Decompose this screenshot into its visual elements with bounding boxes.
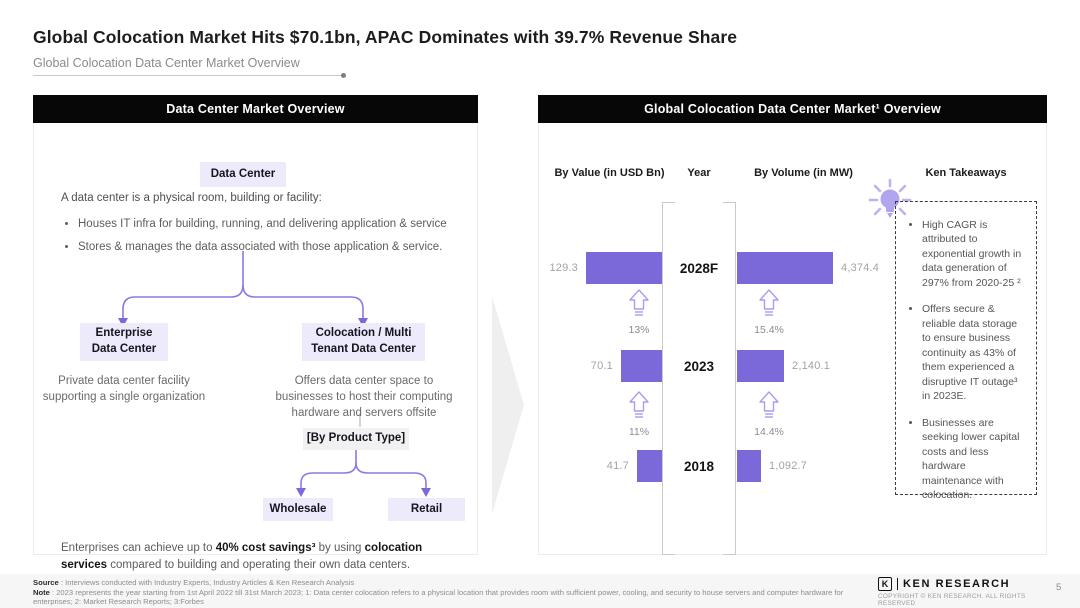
value-bar-2018	[637, 450, 662, 482]
value-bar-2028f	[586, 252, 662, 284]
subtitle-rule	[33, 75, 343, 76]
volume-label: 2,140.1	[792, 360, 831, 372]
takeaways-list: High CAGR is attributed to exponential g…	[922, 218, 1028, 503]
data-center-bullet: Houses IT infra for building, running, a…	[78, 217, 447, 233]
year-column-left-bracket	[662, 202, 675, 555]
volume-bar-2023	[737, 350, 784, 382]
ken-research-logo: K KEN RESEARCH COPYRIGHT © KEN RESEARCH.…	[878, 577, 1048, 607]
brand-name: KEN RESEARCH	[903, 578, 1011, 590]
volume-label: 4,374.4	[841, 262, 880, 274]
colocation-market-panel: Global Colocation Data Center Market¹ Ov…	[538, 95, 1047, 555]
footer-band	[0, 574, 1080, 608]
column-header-year: Year	[687, 167, 711, 179]
cagr-label: 13%	[628, 324, 650, 336]
data-center-bullet: Stores & manages the data associated wit…	[78, 240, 447, 256]
value-cagr-2018-2023: 11%	[607, 391, 671, 438]
volume-label: 1,092.7	[769, 460, 808, 472]
growth-up-arrow-icon	[629, 289, 649, 316]
logo-divider	[897, 578, 898, 590]
source-label: Source	[33, 578, 59, 587]
right-panel-body: By Value (in USD Bn) Year By Volume (in …	[538, 123, 1047, 555]
data-center-node: Data Center	[200, 162, 286, 187]
page-number: 5	[1056, 582, 1062, 593]
cagr-label: 15.4%	[754, 324, 784, 336]
panel-transition-arrow-icon	[492, 296, 524, 514]
column-header-volume: By Volume (in MW)	[754, 167, 853, 179]
chart-row-2028f: 129.3 2028F 4,374.4	[539, 252, 1046, 284]
value-label: 41.7	[606, 460, 629, 472]
chart-row-2018: 41.7 2018 1,092.7	[539, 450, 1046, 482]
page-title: Global Colocation Market Hits $70.1bn, A…	[33, 27, 738, 47]
footer-source-note: Source : Interviews conducted with Indus…	[33, 578, 863, 607]
enterprise-data-center-node: Enterprise Data Center	[80, 323, 168, 361]
chart-row-2023: 70.1 2023 2,140.1	[539, 350, 1046, 382]
page-subtitle: Global Colocation Data Center Market Ove…	[33, 56, 300, 70]
year-label: 2023	[683, 358, 715, 374]
note-line: Note : 2023 represents the year starting…	[33, 587, 844, 607]
ken-takeaways-box: High CAGR is attributed to exponential g…	[895, 201, 1037, 501]
takeaway-item: High CAGR is attributed to exponential g…	[922, 218, 1028, 290]
retail-node: Retail	[388, 498, 465, 521]
volume-cagr-2023-2028: 15.4%	[737, 289, 801, 336]
value-cagr-2023-2028: 13%	[607, 289, 671, 336]
subtitle-rule-dot	[341, 73, 346, 78]
takeaway-item: Offers secure & reliable data storage to…	[922, 302, 1028, 403]
by-product-type-node: [By Product Type]	[303, 428, 409, 450]
data-center-overview-panel: Data Center Market Overview Data Center …	[33, 95, 478, 571]
growth-up-arrow-icon	[759, 391, 779, 418]
source-line: Source : Interviews conducted with Indus…	[33, 578, 355, 587]
volume-bar-2018	[737, 450, 761, 482]
left-panel-header: Data Center Market Overview	[33, 95, 478, 123]
volume-cagr-2018-2023: 14.4%	[737, 391, 801, 438]
copyright-text: COPYRIGHT © KEN RESEARCH. ALL RIGHTS RES…	[878, 593, 1026, 607]
ken-research-logo-icon: K	[878, 577, 892, 591]
cagr-label: 11%	[628, 426, 650, 438]
note-label: Note	[33, 587, 50, 597]
data-center-bullet-list: Houses IT infra for building, running, a…	[78, 217, 447, 262]
cost-savings-footnote: Enterprises can achieve up to 40% cost s…	[61, 542, 423, 572]
colocation-data-center-node: Colocation / Multi Tenant Data Center	[302, 323, 425, 361]
growth-up-arrow-icon	[759, 289, 779, 316]
enterprise-description: Private data center facility supporting …	[42, 375, 206, 404]
takeaway-item: Businesses are seeking lower capital cos…	[922, 416, 1028, 503]
growth-up-arrow-icon	[629, 391, 649, 418]
colocation-description: Offers data center space to businesses t…	[275, 375, 453, 420]
left-panel-body: Data Center A data center is a physical …	[33, 123, 478, 571]
volume-bar-2028f	[737, 252, 833, 284]
right-panel-header: Global Colocation Data Center Market¹ Ov…	[538, 95, 1047, 123]
value-label: 70.1	[590, 360, 613, 372]
value-bar-2023	[621, 350, 662, 382]
column-header-takeaways: Ken Takeaways	[925, 167, 1007, 179]
column-header-value: By Value (in USD Bn)	[554, 167, 665, 179]
wholesale-node: Wholesale	[263, 498, 333, 521]
cagr-label: 14.4%	[754, 426, 784, 438]
year-column-right-bracket	[723, 202, 736, 555]
lightbulb-icon	[868, 178, 912, 218]
year-label: 2018	[683, 458, 715, 474]
value-label: 129.3	[549, 262, 578, 274]
year-label: 2028F	[679, 260, 719, 276]
data-center-definition: A data center is a physical room, buildi…	[61, 192, 322, 204]
